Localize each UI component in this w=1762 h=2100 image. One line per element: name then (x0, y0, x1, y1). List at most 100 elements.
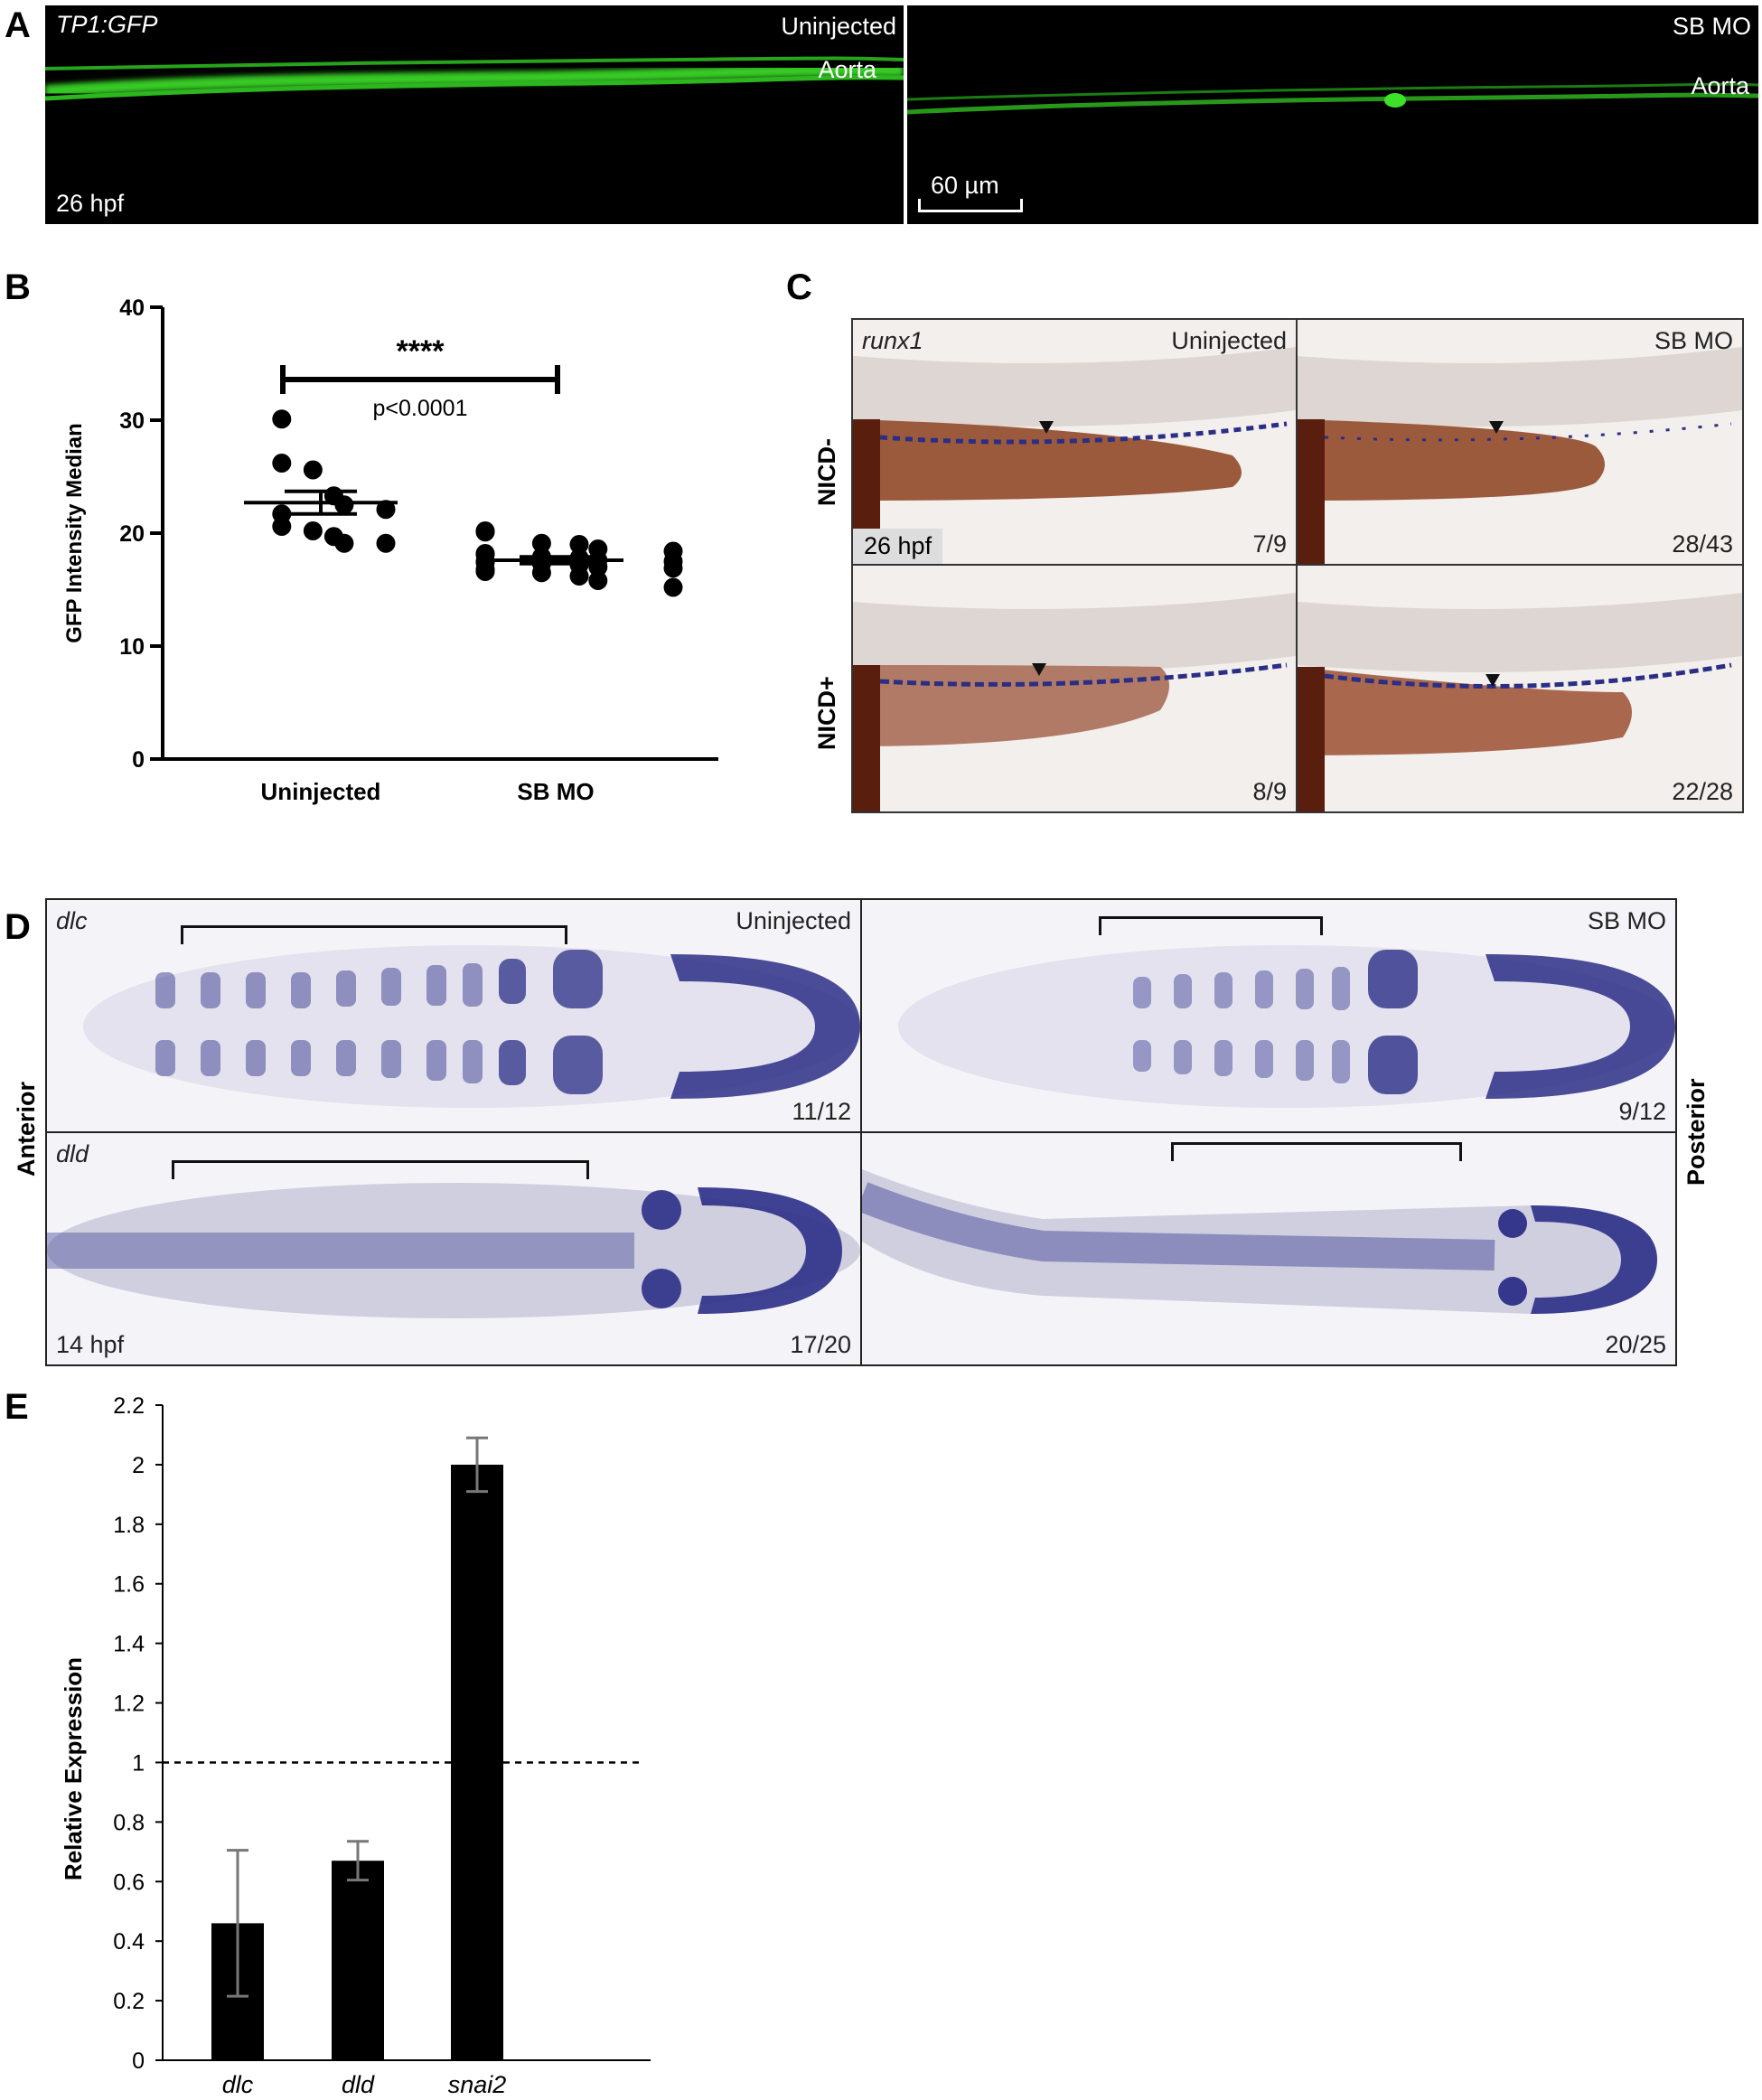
bracket (172, 1160, 589, 1179)
y-tick-label: 30 (119, 408, 145, 434)
count-label: 7/9 (1252, 530, 1287, 558)
runx1-embryo (1298, 566, 1742, 811)
panel-c-grid: runx1 Uninjected 26 hpf 7/9 SB MO 28/43 … (851, 318, 1744, 813)
arrowhead-icon (1489, 421, 1504, 434)
data-point (588, 571, 608, 590)
bar (451, 1464, 503, 2060)
panel-e-bar-chart: 0 0.2 0.4 0.6 0.8 1 1.2 1.4 1.6 1.8 2 2.2 Relative E… (60, 1393, 651, 2098)
count-label: 9/12 (1618, 1098, 1666, 1125)
count-label: 17/20 (790, 1331, 851, 1358)
data-point (303, 521, 323, 540)
x-tick-label: snai2 (448, 2071, 507, 2098)
x-tick-label: dlc (222, 2071, 254, 2098)
data-point (663, 577, 683, 597)
panel-a-sb-mo-image: SB MO Aorta 60 µm (907, 5, 1758, 224)
data-point (569, 535, 589, 554)
count-label: 22/28 (1672, 778, 1733, 805)
count-label: 8/9 (1252, 778, 1287, 805)
data-point (272, 517, 292, 536)
dlc-embryo (83, 945, 860, 1108)
gene-label: dld (56, 1140, 89, 1167)
c-image-nicd-minus-uninjected: runx1 Uninjected 26 hpf 7/9 (853, 320, 1298, 566)
arrowhead-icon (1486, 674, 1500, 687)
d-image-dld-sb-mo: 20/25 (862, 1133, 1675, 1364)
p-value-label: p<0.0001 (373, 396, 468, 421)
stage-label: 14 hpf (56, 1331, 125, 1358)
data-point (376, 500, 396, 520)
panel-label-d: D (5, 907, 31, 947)
significance-stars: **** (397, 334, 445, 369)
data-point (663, 558, 683, 578)
aorta-label: Aorta (818, 56, 876, 83)
y-tick-label: 40 (119, 295, 145, 321)
y-tick-label: 0.8 (113, 1810, 145, 1835)
dld-embryo (862, 1169, 1657, 1314)
data-point (272, 409, 292, 429)
panel-b-scatter-chart: 0 10 20 30 40 GFP Intensity Median Uninjected S… (62, 295, 718, 805)
panel-label-c: C (786, 267, 812, 307)
marker-label: TP1:GFP (56, 11, 158, 38)
count-label: 20/25 (1605, 1331, 1666, 1358)
data-point (334, 533, 354, 553)
count-label: 11/12 (792, 1098, 851, 1125)
row-label-nicd-minus: NICD- (813, 438, 840, 506)
panel-label-b: B (5, 267, 31, 307)
y-tick-label: 1.8 (113, 1513, 145, 1538)
dlc-embryo (898, 945, 1675, 1108)
y-tick-label: 1 (132, 1750, 145, 1776)
arrowhead-icon (1032, 663, 1046, 676)
panel-label-e: E (5, 1387, 29, 1427)
y-tick-label: 10 (119, 634, 145, 660)
y-axis-label: Relative Expression (60, 1657, 87, 1880)
d-image-dlc-uninjected: dlc Uninjected 11/12 (47, 900, 862, 1133)
condition-label: Uninjected (781, 13, 896, 40)
data-point (475, 562, 495, 581)
data-point (531, 563, 551, 583)
condition-label: SB MO (1672, 13, 1751, 40)
condition-label: Uninjected (1171, 327, 1287, 354)
c-image-nicd-plus-uninjected: 8/9 (853, 566, 1298, 811)
data-point (303, 460, 323, 480)
gfp-aorta-sb-mo (907, 82, 1758, 115)
condition-label: Uninjected (736, 907, 851, 934)
bracket (1099, 916, 1323, 935)
bar (332, 1861, 384, 2060)
gfp-aorta-uninjected (45, 56, 904, 101)
d-image-dlc-sb-mo: SB MO 9/12 (862, 900, 1675, 1133)
runx1-embryo (853, 320, 1296, 564)
y-axis-label: GFP Intensity Median (62, 423, 87, 643)
y-tick-label: 1.6 (113, 1572, 145, 1598)
condition-label: SB MO (1587, 907, 1666, 934)
stage-label: 26 hpf (853, 529, 943, 564)
data-point (531, 533, 551, 553)
data-point (334, 495, 354, 515)
anterior-label: Anterior (13, 1081, 40, 1177)
aorta-label: Aorta (1691, 72, 1749, 99)
y-tick-label: 1.4 (113, 1632, 145, 1657)
x-tick-label: dld (342, 2071, 375, 2098)
y-tick-label: 2.2 (113, 1393, 145, 1419)
d-image-dld-uninjected: dld 14 hpf 17/20 (47, 1133, 862, 1364)
count-label: 28/43 (1672, 530, 1733, 558)
panel-label-a: A (5, 5, 31, 45)
scale-bar (918, 199, 1023, 212)
dld-embryo (47, 1183, 860, 1318)
y-tick-label: 0 (132, 747, 145, 773)
panel-a-uninjected-image: TP1:GFP Uninjected Aorta 26 hpf (45, 5, 904, 224)
scale-bar-label: 60 µm (931, 172, 999, 199)
posterior-label: Posterior (1682, 1078, 1710, 1186)
y-tick-label: 0.6 (113, 1870, 145, 1895)
gene-label: dlc (56, 907, 88, 934)
data-point (569, 567, 589, 586)
y-tick-label: 20 (119, 521, 145, 547)
y-tick-label: 0 (132, 2048, 145, 2074)
panel-d-grid: dlc Uninjected 11/12 SB MO 9/12 dld 1 (45, 898, 1677, 1366)
runx1-embryo (853, 566, 1296, 811)
y-tick-label: 2 (132, 1453, 145, 1478)
row-label-nicd-plus: NICD+ (813, 676, 840, 750)
data-point (272, 454, 292, 473)
arrowhead-icon (1039, 421, 1054, 434)
y-tick-label: 0.4 (113, 1929, 145, 1955)
condition-label: SB MO (1654, 327, 1733, 354)
data-point (376, 533, 396, 553)
